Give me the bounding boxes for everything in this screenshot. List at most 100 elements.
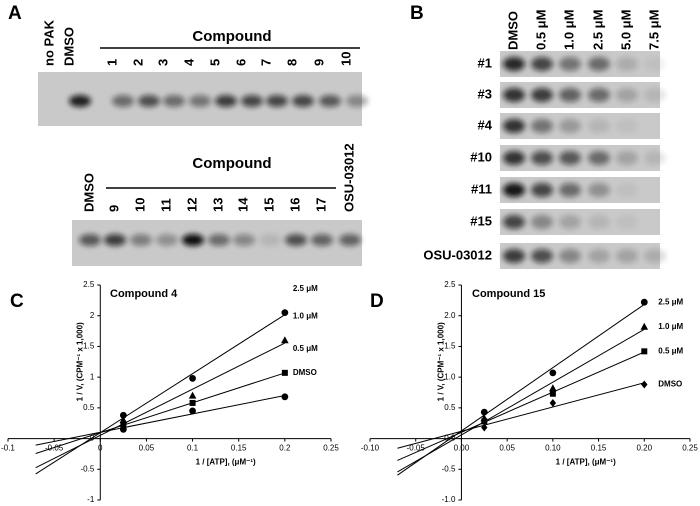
band <box>644 151 666 165</box>
band <box>339 234 361 246</box>
trend-line <box>397 328 645 473</box>
marker <box>188 391 197 399</box>
y-tick-label: 1.5 <box>83 342 95 351</box>
column-label: 0.5 μM <box>533 10 548 50</box>
group-label: Compound <box>192 155 271 172</box>
band <box>319 95 341 107</box>
band <box>503 57 525 71</box>
band <box>69 95 91 107</box>
band <box>189 95 211 107</box>
band <box>531 88 553 102</box>
lane-label: 11 <box>158 198 173 212</box>
lane-label: 15 <box>261 198 276 212</box>
lane-label: 7 <box>258 59 273 66</box>
lane-label: 1 <box>104 59 119 66</box>
y-tick-label: 2.5 <box>444 280 456 289</box>
group-label: Compound <box>192 28 271 45</box>
y-tick-label: 2 <box>90 311 95 320</box>
band <box>292 95 314 107</box>
series-label: 0.5 μM <box>293 344 318 353</box>
y-tick-label: -0.5 <box>80 464 94 473</box>
column-label: 5.0 μM <box>618 10 633 50</box>
lane-label: 14 <box>235 197 250 212</box>
marker <box>119 411 127 419</box>
band <box>311 234 333 246</box>
band <box>503 249 525 263</box>
row-label: OSU-03012 <box>423 247 492 262</box>
trend-line <box>35 372 286 454</box>
band <box>616 249 638 263</box>
chart-title: Compound 4 <box>110 288 178 300</box>
lane-label: DMSO <box>81 173 96 212</box>
band <box>644 57 666 71</box>
y-tick-label: 1.0 <box>444 372 456 381</box>
band <box>112 95 134 107</box>
band <box>233 234 255 246</box>
marker <box>281 393 289 401</box>
lane-label: no PAK <box>41 19 56 66</box>
x-tick-label: 0.1 <box>187 444 199 453</box>
band <box>531 151 553 165</box>
panel-label: D <box>370 291 384 312</box>
lane-label: 17 <box>313 198 328 212</box>
column-label: 2.5 μM <box>590 10 605 50</box>
trend-line <box>35 314 286 475</box>
series-label: DMSO <box>658 380 682 389</box>
band <box>559 215 581 229</box>
y-axis-label: 1 / V, (CPM⁻¹ x 1,000) <box>437 322 446 401</box>
lane-label: 8 <box>284 59 299 66</box>
marker <box>189 399 196 406</box>
band <box>559 119 581 133</box>
marker <box>640 322 649 330</box>
row-label: #4 <box>478 117 493 132</box>
marker <box>641 348 648 355</box>
band <box>588 215 610 229</box>
x-tick-label: -0.10 <box>361 444 380 453</box>
lane-label: 2 <box>130 59 145 66</box>
band <box>559 183 581 197</box>
band <box>79 234 101 246</box>
series-label: 2.5 μM <box>293 284 318 293</box>
band <box>588 249 610 263</box>
band <box>644 249 666 263</box>
x-tick-label: 0.15 <box>231 444 247 453</box>
marker <box>549 398 557 407</box>
series-label: DMSO <box>293 368 317 377</box>
y-tick-label: 1 <box>90 372 95 381</box>
y-tick-label: -1.0 <box>442 495 456 504</box>
band <box>588 119 610 133</box>
band <box>531 249 553 263</box>
lane-label: 9 <box>106 205 121 212</box>
row-label: #3 <box>478 86 492 101</box>
band <box>559 151 581 165</box>
chart-title: Compound 15 <box>472 288 545 300</box>
trend-line <box>35 395 285 446</box>
band <box>215 95 237 107</box>
x-tick-label: 0.25 <box>682 444 698 453</box>
band <box>616 183 638 197</box>
band <box>241 95 263 107</box>
band <box>130 234 152 246</box>
marker <box>119 416 128 424</box>
marker <box>281 309 289 317</box>
band <box>208 234 230 246</box>
lane-label: 5 <box>207 59 222 66</box>
y-tick-label: 0.5 <box>444 403 456 412</box>
trend-line <box>397 382 645 449</box>
band <box>559 249 581 263</box>
marker <box>189 407 196 415</box>
band <box>531 215 553 229</box>
x-tick-label: 0.20 <box>636 444 652 453</box>
column-label: 7.5 μM <box>646 10 661 50</box>
y-tick-label: -0.5 <box>442 464 456 473</box>
band <box>266 95 288 107</box>
band <box>616 57 638 71</box>
panel-label: A <box>8 3 22 24</box>
x-axis-label: 1 / [ATP], (μM⁻¹) <box>196 458 256 467</box>
band <box>104 234 126 246</box>
band <box>588 57 610 71</box>
panel-label: C <box>10 291 24 312</box>
lane-label: 16 <box>287 198 302 212</box>
lane-label: 10 <box>132 198 147 212</box>
column-label: DMSO <box>505 11 520 50</box>
